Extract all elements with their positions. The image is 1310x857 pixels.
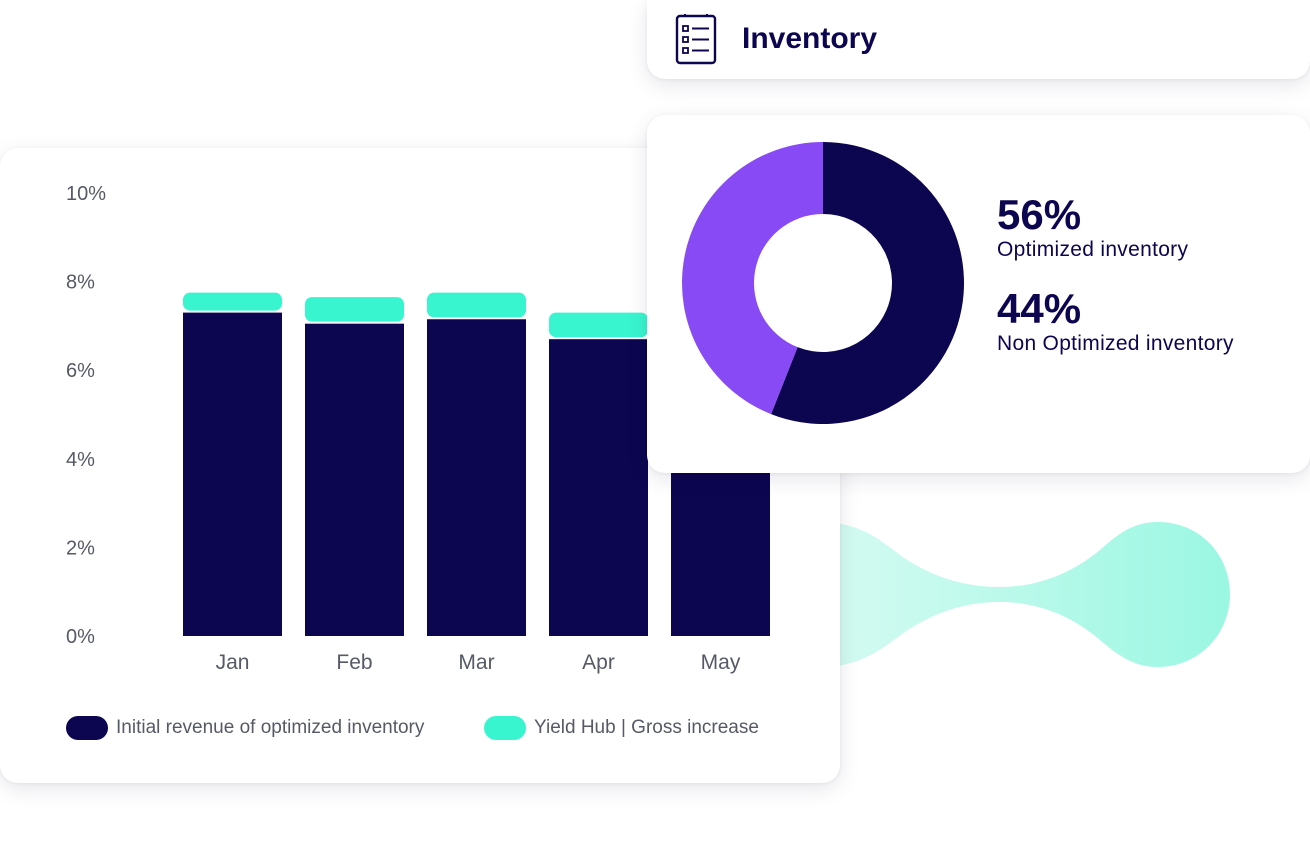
revenue-bar-chart: 0% 2% 4% 6% 8% 10% Jan Feb Mar Apr May xyxy=(66,183,770,674)
inventory-header: Inventory xyxy=(647,0,1310,79)
slice-optimized xyxy=(771,142,964,424)
bar-yield-increase xyxy=(305,297,404,322)
x-tick-label: Apr xyxy=(582,651,615,674)
inventory-donut-chart xyxy=(682,142,964,424)
legend-swatch-navy xyxy=(66,716,108,740)
bar-yield-increase xyxy=(183,292,282,311)
y-tick-label: 6% xyxy=(66,360,95,382)
inventory-donut-card: 56% Optimized inventory 44% Non Optimize… xyxy=(647,115,1310,473)
bar-yield-increase xyxy=(549,312,648,338)
bar-initial-revenue xyxy=(305,323,404,636)
page-title: Inventory xyxy=(742,22,878,55)
x-tick-label: Jan xyxy=(216,651,250,674)
bar-yield-increase xyxy=(427,292,526,318)
bar-initial-revenue xyxy=(549,339,648,636)
legend-label: Initial revenue of optimized inventory xyxy=(116,717,425,738)
bar-initial-revenue xyxy=(427,319,526,636)
stat-non-optimized-label: Non Optimized inventory xyxy=(997,332,1234,355)
stat-optimized-label: Optimized inventory xyxy=(997,238,1189,261)
stat-non-optimized: 44% Non Optimized inventory xyxy=(997,287,1234,357)
y-tick-label: 0% xyxy=(66,626,95,648)
y-tick-label: 4% xyxy=(66,449,95,471)
y-tick-label: 8% xyxy=(66,272,95,294)
stat-non-optimized-percent: 44% xyxy=(997,285,1082,332)
x-tick-label: Mar xyxy=(458,651,494,674)
legend-swatch-teal xyxy=(484,716,526,740)
legend-label: Yield Hub | Gross increase xyxy=(534,717,759,738)
legend-item-yield-hub: Yield Hub | Gross increase xyxy=(484,716,759,740)
stat-optimized-percent: 56% xyxy=(997,191,1082,238)
y-tick-label: 10% xyxy=(66,183,106,205)
x-tick-label: May xyxy=(701,651,741,674)
x-tick-label: Feb xyxy=(336,651,372,674)
checklist-icon xyxy=(675,14,717,65)
y-tick-label: 2% xyxy=(66,537,95,559)
slice-non-optimized xyxy=(682,142,823,415)
bar-initial-revenue xyxy=(183,312,282,636)
legend-item-initial-revenue: Initial revenue of optimized inventory xyxy=(66,716,424,740)
stat-optimized: 56% Optimized inventory xyxy=(997,193,1188,263)
